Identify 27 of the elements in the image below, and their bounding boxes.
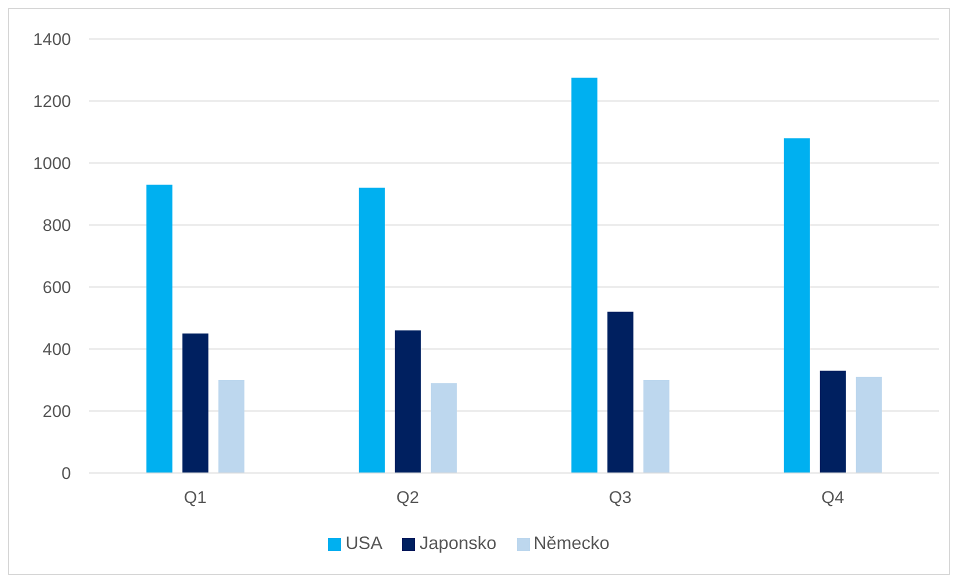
bar: [358, 188, 385, 473]
bar: [218, 380, 244, 473]
bar: [643, 380, 670, 473]
y-tick-label: 800: [42, 216, 71, 236]
x-tick-label: Q2: [396, 488, 420, 508]
y-tick-label: 1200: [33, 92, 71, 112]
y-tick-label: 600: [42, 278, 71, 298]
y-tick-label: 1400: [33, 30, 71, 50]
bar: [571, 78, 598, 473]
bar: [394, 330, 421, 473]
bar: [856, 376, 882, 473]
legend-label: USA: [345, 533, 382, 553]
bar: [820, 370, 846, 473]
y-tick-label: 0: [62, 464, 71, 484]
bar: [146, 184, 172, 473]
y-tick-label: 400: [42, 340, 71, 360]
bar: [430, 383, 457, 473]
y-tick-label: 1000: [33, 154, 71, 174]
bar: [607, 312, 634, 473]
x-tick-label: Q4: [821, 488, 844, 508]
x-tick-label: Q3: [608, 488, 632, 508]
bar: [784, 138, 810, 473]
legend-label: Německo: [534, 533, 610, 553]
y-tick-label: 200: [42, 402, 71, 422]
x-tick-label: Q1: [184, 488, 207, 508]
legend-label: Japonsko: [419, 533, 497, 553]
bar: [182, 334, 208, 473]
